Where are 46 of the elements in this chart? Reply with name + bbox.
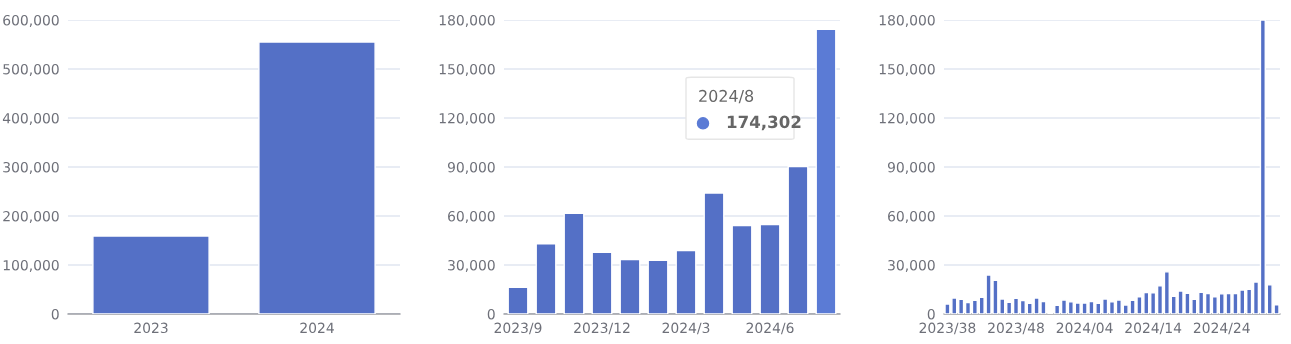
y-tick-label: 600,000	[3, 14, 59, 27]
bar	[787, 165, 809, 314]
bar	[647, 259, 669, 314]
bar	[563, 212, 585, 314]
x-tick-label: 2024	[300, 322, 334, 334]
x-tick-label: 2023/9	[494, 322, 542, 335]
bar	[619, 258, 641, 314]
y-tick-label: 120,000	[879, 112, 935, 125]
x-tick-label: 2023/48	[988, 322, 1044, 335]
x-tick-label: 2024/3	[662, 322, 710, 335]
x-tick-label: 2023/12	[574, 322, 630, 335]
y-tick-label: 90,000	[447, 161, 495, 174]
bar	[731, 224, 753, 314]
y-tick-label: 180,000	[439, 14, 495, 27]
y-tick-label: 0	[927, 308, 935, 320]
y-tick-label: 0	[51, 308, 59, 320]
bar	[591, 251, 613, 314]
x-tick-label: 2024/6	[746, 322, 794, 335]
bar	[815, 28, 837, 314]
y-tick-label: 400,000	[2, 112, 59, 125]
y-tick-label: 30,000	[448, 259, 495, 272]
y-tick-label: 180,000	[879, 14, 935, 27]
y-tick-label: 60,000	[448, 210, 495, 223]
x-tick-label: 2024/04	[1056, 322, 1113, 335]
y-tick-label: 100,000	[3, 259, 59, 272]
y-tick-label: 0	[487, 308, 495, 320]
y-tick-label: 200,000	[3, 210, 59, 223]
bar	[535, 243, 557, 314]
bar	[507, 286, 529, 314]
x-tick-label: 2024/14	[1125, 322, 1182, 335]
bar	[759, 223, 781, 314]
y-tick-label: 60,000	[888, 210, 935, 223]
x-tick-label: 2023	[134, 322, 168, 334]
y-tick-label: 90,000	[887, 161, 935, 174]
y-tick-label: 30,000	[888, 259, 935, 272]
bar	[675, 249, 697, 314]
x-tick-label: 2023/38	[919, 322, 976, 335]
y-tick-label: 500,000	[3, 63, 59, 76]
bar	[703, 192, 725, 314]
y-tick-label: 150,000	[439, 63, 495, 76]
annotation: 174,302	[727, 115, 801, 131]
annotation: 2024/8	[699, 89, 754, 104]
y-tick-label: 300,000	[3, 161, 59, 174]
y-tick-label: 120,000	[439, 112, 495, 125]
x-tick-label: 2024/24	[1193, 322, 1250, 335]
y-tick-label: 150,000	[879, 63, 935, 76]
